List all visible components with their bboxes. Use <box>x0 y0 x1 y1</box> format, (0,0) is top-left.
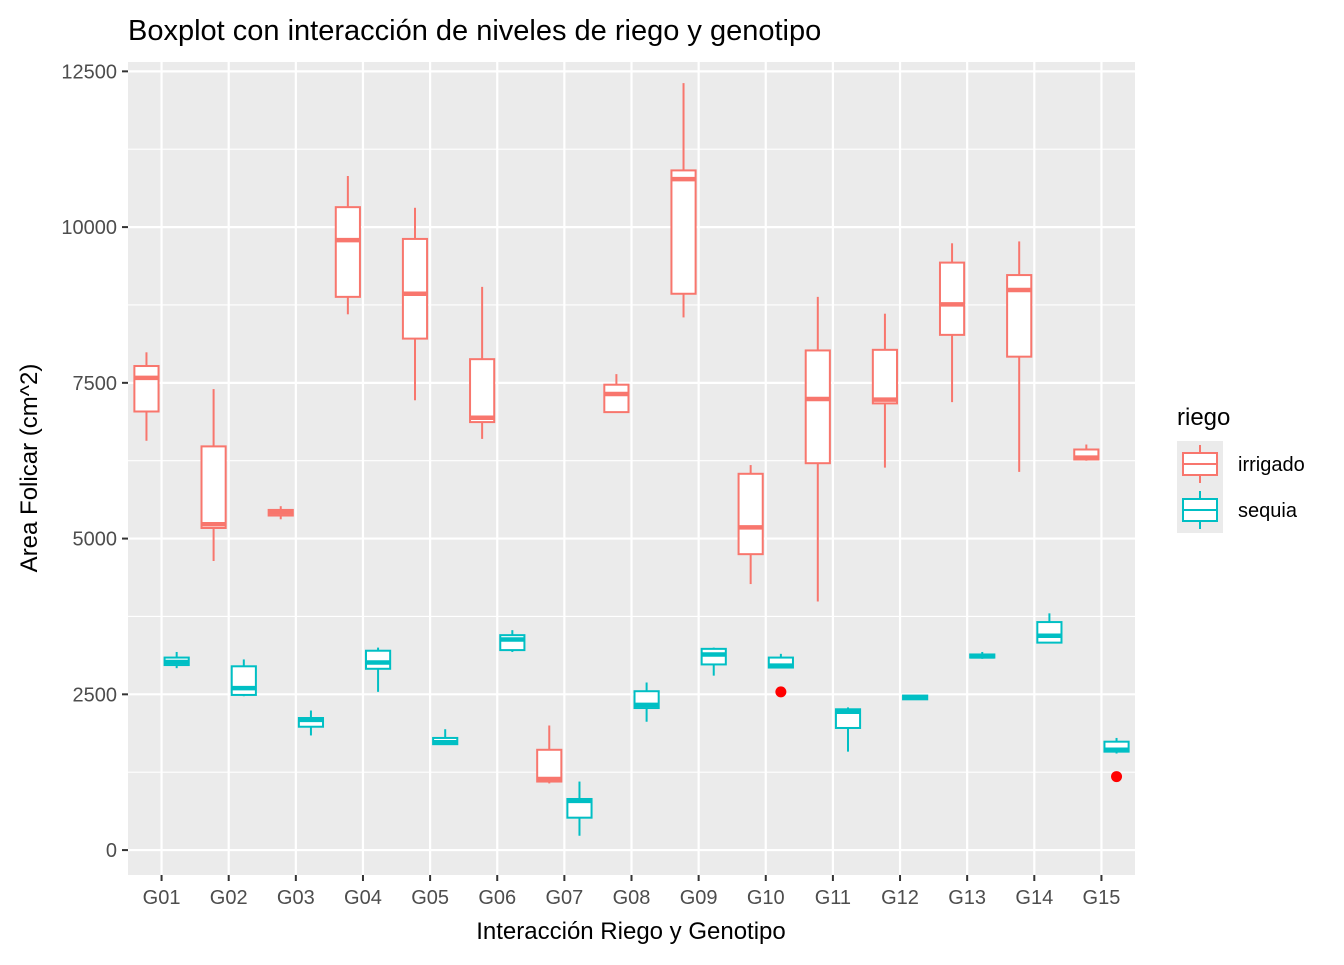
box-irrigado-G13 <box>938 243 966 403</box>
x-axis-tick-label: G11 <box>815 887 851 909</box>
box-sequia-G09 <box>700 647 727 676</box>
box-iqr <box>364 649 392 670</box>
box-irrigado-G09 <box>670 83 697 318</box>
outlier-point <box>775 686 787 698</box>
box-sequia-G14 <box>1036 613 1063 644</box>
x-axis-tick-label: G02 <box>210 887 248 909</box>
y-axis-tick-label: 12500 <box>61 61 117 83</box>
x-axis-tick-label: G08 <box>613 887 651 909</box>
box-irrigado-G08 <box>603 374 630 414</box>
box-irrigado-G07 <box>536 725 563 784</box>
x-axis-tick-label: G05 <box>411 887 449 909</box>
x-axis-tick-label: G03 <box>277 887 315 909</box>
x-axis-tick-label: G10 <box>747 887 785 909</box>
y-axis-tick-label: 2500 <box>73 684 118 706</box>
box-irrigado-G06 <box>469 286 496 439</box>
box-layer <box>133 83 1130 836</box>
y-axis-tick-label: 0 <box>106 840 117 862</box>
x-axis-title: Interacción Riego y Genotipo <box>476 918 786 945</box>
y-axis-tick-label: 7500 <box>73 373 118 395</box>
legend-item-sequia: sequia <box>1177 487 1298 533</box>
grid-layer <box>128 62 1135 875</box>
box-sequia-G15 <box>1103 737 1130 783</box>
box-sequia-G06 <box>499 630 526 652</box>
y-axis-tick-label: 10000 <box>61 217 117 239</box>
box-iqr <box>804 349 831 465</box>
box-iqr <box>536 748 563 783</box>
box-iqr <box>401 237 429 340</box>
box-iqr <box>200 445 227 529</box>
x-axis-tick-label: G07 <box>545 887 583 909</box>
box-iqr <box>469 358 496 424</box>
y-axis-tick-label: 5000 <box>73 529 118 551</box>
box-sequia-G03 <box>297 710 325 736</box>
x-axis-tick-label: G13 <box>948 887 986 909</box>
series-irrigado <box>133 83 1100 784</box>
box-irrigado-G01 <box>133 352 160 441</box>
legend-label: irrigado <box>1238 454 1305 476</box>
x-axis-tick-label: G04 <box>344 887 382 909</box>
series-sequia <box>163 613 1130 836</box>
box-sequia-G01 <box>163 651 190 669</box>
legend-items: irrigado sequia <box>1177 441 1305 533</box>
box-irrigado-G02 <box>200 389 227 562</box>
box-iqr <box>230 665 257 696</box>
box-sequia-G13 <box>969 651 996 659</box>
x-axis-tick-label: G15 <box>1083 887 1121 909</box>
x-axis-tick-label: G09 <box>680 887 718 909</box>
box-iqr <box>603 383 630 414</box>
box-sequia-G07 <box>566 781 593 836</box>
legend-label: sequia <box>1238 500 1298 522</box>
box-sequia-G05 <box>432 729 459 746</box>
legend-title: riego <box>1177 404 1230 431</box>
box-sequia-G08 <box>633 682 660 722</box>
x-axis-tick-label: G06 <box>478 887 516 909</box>
box-irrigado-G15 <box>1073 444 1100 461</box>
box-irrigado-G04 <box>334 176 361 315</box>
legend: riego irrigado sequia <box>1177 404 1305 533</box>
box-sequia-G04 <box>364 647 392 692</box>
box-sequia-G12 <box>902 694 929 701</box>
box-sequia-G10 <box>767 653 794 698</box>
chart-title: Boxplot con interacción de niveles de ri… <box>128 15 821 47</box>
box-irrigado-G14 <box>1006 241 1033 472</box>
box-irrigado-G11 <box>804 296 831 602</box>
box-iqr <box>133 365 160 413</box>
box-iqr <box>737 472 764 556</box>
box-iqr <box>334 206 361 298</box>
x-axis-tick-label: G01 <box>143 887 181 909</box>
box-irrigado-G03 <box>267 506 294 520</box>
axis-layer: 0 2500 5000 7500 10000 12500 G01 G02 G03 G04 G05 G0… <box>61 61 1120 909</box>
x-axis-tick-label: G14 <box>1015 887 1053 909</box>
box-iqr <box>1036 621 1063 644</box>
box-sequia-G02 <box>230 659 257 697</box>
legend-item-irrigado: irrigado <box>1177 441 1305 487</box>
box-iqr <box>670 169 697 295</box>
box-irrigado-G10 <box>737 465 764 585</box>
box-sequia-G11 <box>834 707 862 752</box>
x-axis-tick-label: G12 <box>881 887 919 909</box>
box-irrigado-G12 <box>871 313 899 468</box>
box-iqr <box>871 348 899 405</box>
box-irrigado-G05 <box>401 207 429 401</box>
y-axis-title: Area Folicar (cm^2) <box>16 364 43 573</box>
outlier-point <box>1111 771 1123 783</box>
box-iqr <box>1006 274 1033 358</box>
box-iqr <box>938 261 966 336</box>
